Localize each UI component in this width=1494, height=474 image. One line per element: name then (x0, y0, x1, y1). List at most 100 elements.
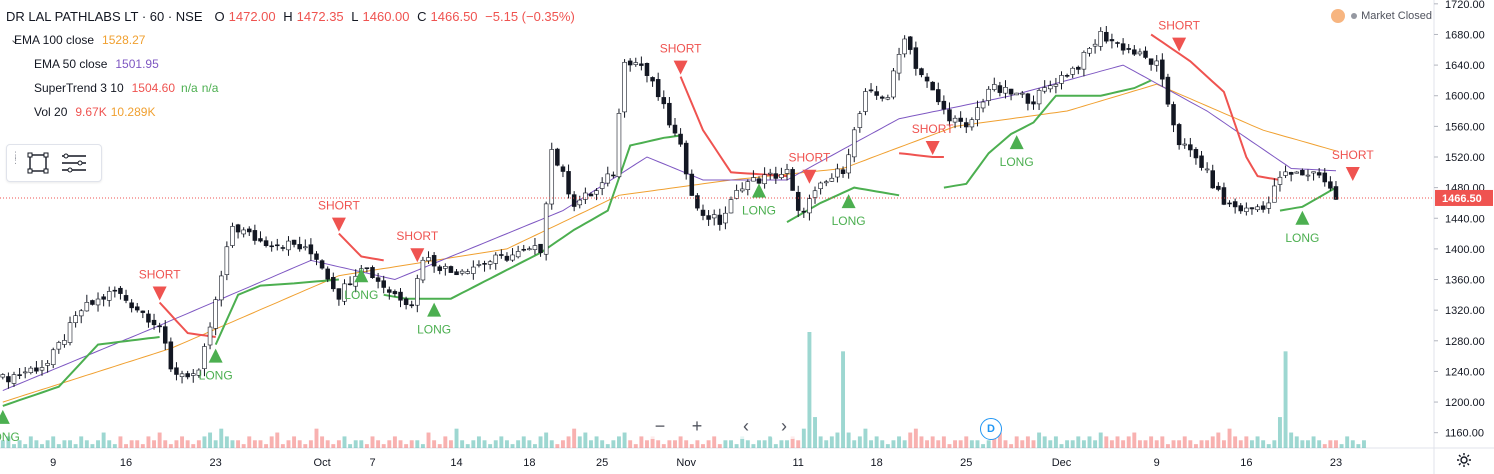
rectangle-icon[interactable] (23, 148, 53, 178)
volume-bar (1042, 436, 1047, 448)
candle-body (420, 259, 426, 281)
volume-bar (359, 440, 364, 448)
drag-handle-icon[interactable]: ⋮ ⋮ (11, 150, 20, 165)
candle-body (773, 173, 779, 179)
volume-bar (846, 432, 851, 448)
candle-body (1148, 58, 1154, 65)
candle-body (532, 245, 538, 250)
candle-body (1199, 155, 1204, 168)
short-signal-marker (410, 248, 425, 263)
indicator-row-ema100[interactable]: ⌄ EMA 100 close 1528.27 (6, 28, 579, 52)
scroll-right-button[interactable]: › (771, 413, 797, 439)
menu-lines-icon[interactable] (59, 148, 89, 178)
time-tick-label: 14 (450, 457, 462, 469)
candle-body (1232, 201, 1238, 208)
candle-body (1171, 104, 1176, 126)
price-tick-label: 1560.00 (1445, 121, 1485, 133)
volume-bar (981, 444, 986, 448)
candle-body (78, 310, 84, 317)
high-value: 1472.35 (296, 9, 344, 24)
volume-bar (269, 436, 274, 448)
candle-body (683, 142, 689, 175)
candle-body (1283, 171, 1288, 176)
volume-bar (639, 436, 644, 448)
indicator-row-supertrend[interactable]: SuperTrend 3 10 1504.60 n/a n/a (6, 76, 579, 100)
candle-body (723, 212, 728, 224)
zoom-in-button[interactable]: + (684, 413, 710, 439)
indicator-row-ema50[interactable]: EMA 50 close 1501.95 (6, 52, 579, 76)
candle-body (118, 287, 123, 294)
candle-body (655, 79, 661, 98)
candle-body (196, 369, 202, 376)
volume-bar (572, 428, 577, 448)
candle-body (868, 89, 874, 92)
candle-body (767, 172, 773, 175)
candle-body (28, 367, 34, 373)
candle-body (627, 60, 633, 66)
indicator-row-volume[interactable]: Vol 20 9.67K 10.289K (6, 100, 579, 124)
short-signal-label: SHORT (318, 199, 360, 213)
chevron-down-icon[interactable]: ⌄ (10, 34, 20, 46)
volume-bar (841, 351, 845, 448)
gear-icon[interactable] (1456, 452, 1472, 473)
candle-body (123, 295, 129, 301)
time-tick-label: 23 (1330, 457, 1342, 469)
candle-body (319, 260, 325, 269)
supertrend-long-line (2, 336, 160, 407)
volume-bar (695, 440, 700, 448)
volume-bar (1244, 436, 1249, 448)
volume-bar (891, 440, 896, 448)
price-tick-label: 1400.00 (1445, 244, 1485, 256)
time-tick-label: 23 (210, 457, 222, 469)
candle-body (1109, 39, 1115, 42)
volume-bar (1182, 436, 1187, 448)
volume-bar (45, 440, 50, 448)
symbol-title[interactable]: DR LAL PATHLABS LT · 60 · NSE (6, 9, 203, 24)
candle-body (857, 113, 863, 128)
volume-bar (1362, 440, 1366, 448)
candle-body (919, 68, 924, 76)
time-tick-label: 11 (793, 457, 804, 469)
candle-body (1227, 202, 1232, 205)
candle-body (179, 373, 185, 377)
long-signal-label: LONG (0, 430, 20, 444)
candle-body (711, 214, 717, 219)
short-signal-marker (331, 217, 346, 232)
candle-body (1059, 75, 1064, 84)
candle-body (219, 275, 224, 301)
candle-body (73, 315, 78, 324)
volume-bar (40, 444, 44, 448)
candle-body (812, 190, 818, 198)
time-tick-label: 25 (960, 457, 972, 469)
candle-body (487, 261, 493, 265)
volume-bar (1053, 436, 1058, 448)
volume-bar (51, 436, 56, 448)
candle-body (303, 246, 308, 249)
scroll-left-button[interactable]: ‹ (733, 413, 759, 439)
candle-body (969, 119, 975, 128)
volume-bar (992, 436, 997, 448)
candle-body (639, 63, 644, 66)
volume-bar (1350, 440, 1355, 448)
candle-body (941, 100, 947, 110)
volume-bar (1121, 440, 1126, 448)
volume-bar (678, 436, 683, 448)
volume-bar (583, 432, 588, 448)
candle-body (499, 254, 504, 256)
drawing-toolbar: ⋮ ⋮ (6, 144, 102, 182)
short-signal-marker (1345, 167, 1360, 182)
volume-bar (925, 440, 930, 448)
candle-body (1165, 76, 1171, 105)
candle-body (930, 81, 935, 91)
candle-body (1216, 185, 1221, 190)
candle-body (790, 169, 795, 191)
zoom-out-button[interactable]: − (647, 413, 673, 439)
candle-body (347, 283, 353, 286)
dividend-badge[interactable]: D (980, 418, 1002, 440)
volume-bar (902, 440, 907, 448)
volume-bar (986, 440, 991, 448)
volume-bar (437, 444, 442, 448)
open-value: 1472.00 (228, 9, 276, 24)
candle-body (695, 195, 700, 209)
